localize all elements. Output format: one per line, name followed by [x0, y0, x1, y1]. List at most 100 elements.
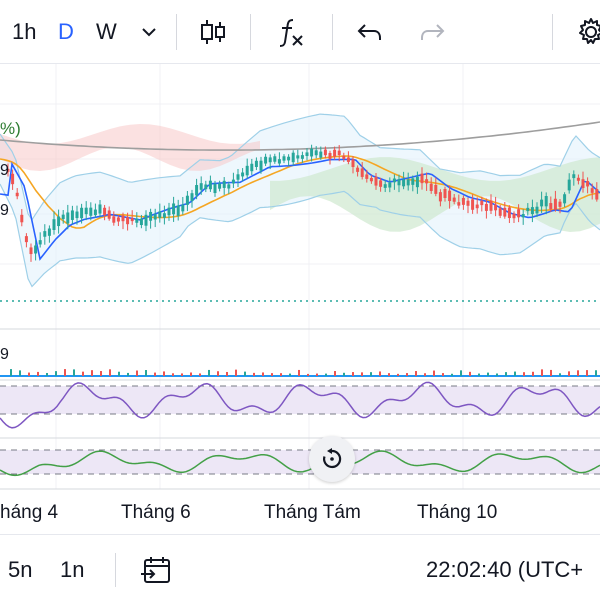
candle-body — [93, 209, 97, 216]
candle-body — [75, 211, 79, 219]
volume-bar — [172, 373, 174, 376]
toolbar-divider — [332, 14, 333, 50]
volume-bar — [235, 369, 237, 376]
range-5n-button[interactable]: 5n — [8, 557, 33, 582]
candle-body — [29, 247, 33, 255]
volume-bar — [253, 372, 255, 376]
candle-body — [277, 159, 281, 164]
candle-body — [218, 183, 222, 189]
interval-1h-button[interactable]: 1h — [12, 19, 37, 44]
candle-body — [530, 207, 534, 215]
left-axis-digit: 9 — [0, 346, 9, 363]
volume-bar — [190, 372, 192, 376]
redo-button[interactable] — [418, 14, 446, 50]
candle-body — [167, 207, 171, 216]
chart-area[interactable]: %) 9 9 9 — [0, 64, 600, 534]
candle-body — [103, 207, 107, 216]
candle-body — [213, 183, 217, 194]
volume-bar — [343, 372, 345, 376]
goto-date-button[interactable] — [140, 555, 172, 585]
volume-bar — [82, 371, 84, 376]
candle-body — [406, 179, 410, 186]
chart-type-button[interactable] — [198, 14, 228, 50]
candle-body — [549, 203, 553, 210]
volume-bar — [181, 373, 183, 376]
volume-bar — [154, 372, 156, 376]
x-axis-label: Tháng 6 — [121, 502, 191, 523]
candle-body — [20, 214, 24, 223]
interval-d-button[interactable]: D — [58, 19, 74, 44]
candle-body — [149, 211, 153, 221]
candle-body — [379, 180, 383, 187]
candle-body — [429, 183, 433, 191]
candle-body — [107, 210, 111, 219]
candle-body — [535, 206, 539, 214]
volume-bar — [46, 372, 48, 376]
bollinger-upper-line — [0, 113, 600, 221]
candle-body — [475, 204, 479, 209]
candle-body — [351, 159, 355, 168]
volume-bar — [307, 373, 309, 376]
candle-body — [34, 245, 38, 254]
candle-body — [38, 240, 42, 245]
volume-bar — [505, 372, 507, 376]
volume-bar — [451, 373, 453, 376]
price-chart[interactable] — [0, 64, 600, 534]
candle-body — [195, 185, 199, 196]
candle-body — [420, 173, 424, 184]
candle-body — [264, 156, 268, 164]
candle-body — [227, 184, 231, 189]
candle-body — [521, 214, 525, 218]
candle-body — [236, 174, 240, 180]
candle-body — [402, 179, 406, 187]
range-1n-button[interactable]: 1n — [60, 557, 85, 582]
volume-bar — [208, 369, 210, 376]
fx-icon — [279, 19, 303, 47]
candle-body — [581, 179, 585, 189]
candle-body — [471, 199, 475, 210]
candle-body — [457, 202, 461, 206]
toolbar-border — [0, 63, 600, 64]
volume-bar — [217, 371, 219, 376]
bottom-divider — [115, 553, 116, 587]
candle-body — [411, 178, 415, 185]
clock-timezone[interactable]: 22:02:40 (UTC+ — [426, 557, 584, 582]
volume-bar — [379, 371, 381, 376]
candle-body — [388, 182, 392, 188]
volume-bar — [460, 370, 462, 376]
x-axis-label: Tháng Tám — [264, 502, 361, 523]
settings-button[interactable] — [576, 14, 600, 50]
candle-body — [461, 197, 465, 205]
candle-body — [241, 172, 245, 177]
reset-chart-button[interactable] — [309, 436, 355, 482]
volume-bar — [433, 370, 435, 376]
volume-bar — [523, 372, 525, 376]
volume-bar — [37, 371, 39, 376]
indicators-button[interactable] — [276, 14, 306, 50]
candle-body — [507, 207, 511, 219]
candle-body — [503, 207, 507, 217]
gear-icon — [579, 18, 600, 44]
candle-body — [480, 200, 484, 206]
volume-bar — [73, 369, 75, 376]
toolbar-divider — [250, 14, 251, 50]
toolbar-divider — [176, 14, 177, 50]
candle-body — [199, 183, 203, 190]
candle-body — [282, 156, 286, 161]
candle-body — [328, 152, 332, 159]
candle-body — [425, 179, 429, 184]
candle-body — [484, 203, 488, 211]
volume-bar — [550, 369, 552, 376]
x-axis-label: háng 4 — [0, 502, 59, 523]
volume-bar — [478, 373, 480, 376]
undo-button[interactable] — [356, 14, 384, 50]
candle-body — [158, 211, 162, 218]
candle-body — [121, 215, 125, 222]
candle-body — [544, 196, 548, 207]
ma-medium-line — [0, 155, 600, 229]
interval-w-button[interactable]: W — [96, 19, 117, 44]
candle-body — [190, 193, 194, 201]
candle-body — [153, 214, 157, 220]
interval-dropdown[interactable] — [140, 14, 162, 50]
candle-body — [70, 210, 74, 220]
